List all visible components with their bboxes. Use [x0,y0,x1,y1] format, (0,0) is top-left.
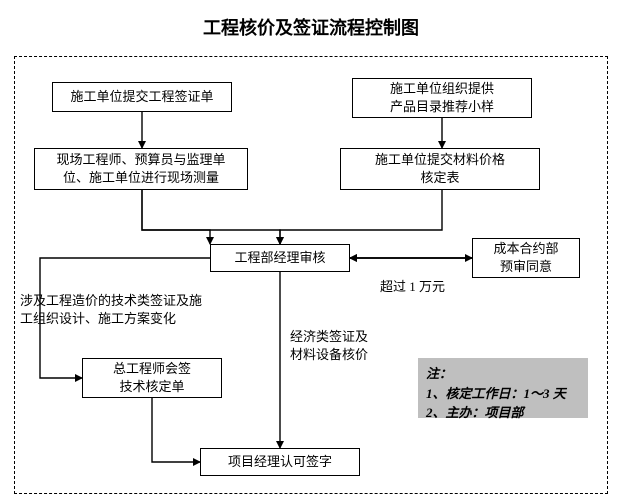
note-line-2: 1、核定工作日：1～3 天 [426,384,580,404]
node-submit-price-table: 施工单位提交材料价格核定表 [340,148,540,190]
node-provide-catalog: 施工单位组织提供产品目录推荐小样 [352,78,532,118]
node-submit-visa: 施工单位提交工程签证单 [52,82,232,112]
page: 工程核价及签证流程控制图 施工单位提交工程签证单 施工单位组织提供产品目录推荐小… [0,0,622,504]
node-cost-dept-approve: 成本合约部预审同意 [472,238,580,278]
node-manager-review: 工程部经理审核 [210,244,350,272]
label-over-10k: 超过 1 万元 [380,278,445,296]
note-line-3: 2、主办：项目部 [426,403,580,423]
node-chief-eng-sign: 总工程师会签技术核定单 [82,358,222,398]
note-line-1: 注： [426,364,580,384]
label-mid-note: 经济类签证及材料设备核价 [290,328,368,363]
node-pm-confirm-sign: 项目经理认可签字 [200,448,360,476]
node-site-measure: 现场工程师、预算员与监理单位、施工单位进行现场测量 [34,148,248,190]
note-box: 注： 1、核定工作日：1～3 天 2、主办：项目部 [418,358,588,418]
page-title: 工程核价及签证流程控制图 [0,14,622,40]
label-left-note: 涉及工程造价的技术类签证及施工组织设计、施工方案变化 [20,292,202,327]
